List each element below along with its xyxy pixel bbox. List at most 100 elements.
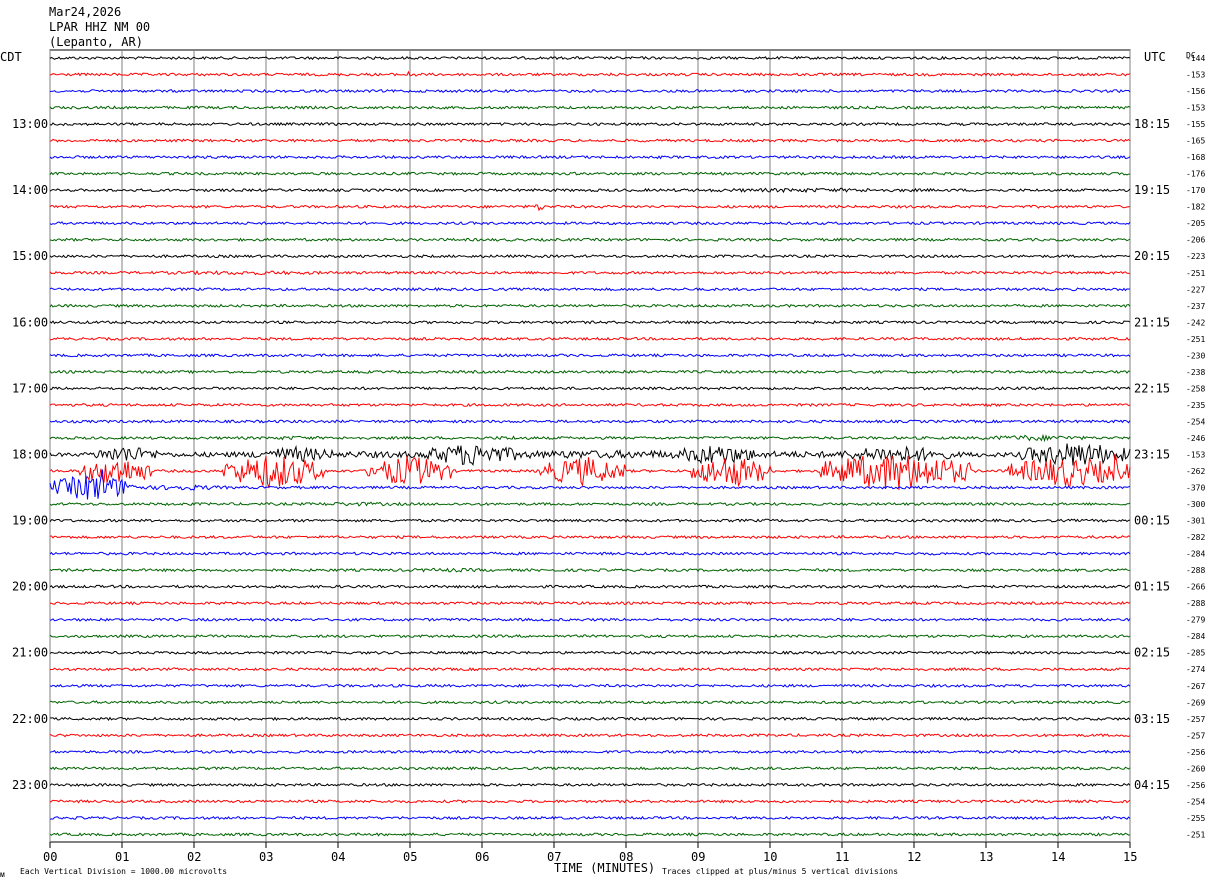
trace-row-31 — [49, 567, 1131, 573]
x-tick-label-09: 09 — [691, 850, 705, 864]
trace-row-30 — [49, 551, 1131, 556]
dc-offset-header: DC — [1186, 51, 1196, 60]
x-tick-label-12: 12 — [907, 850, 921, 864]
trace-row-13 — [49, 269, 1131, 276]
x-tick-label-08: 08 — [619, 850, 633, 864]
dc-offset-row-37: -274 — [1186, 665, 1205, 674]
x-tick-label-03: 03 — [259, 850, 273, 864]
dc-offset-row-44: -256 — [1186, 781, 1205, 790]
left-hour-label-7: 20:00 — [12, 580, 48, 594]
right-hour-label-4: 22:15 — [1134, 381, 1170, 395]
dc-offset-row-40: -257 — [1186, 715, 1205, 724]
dc-offset-row-33: -288 — [1186, 599, 1205, 608]
left-hour-label-0: 13:00 — [12, 117, 48, 131]
trace-row-25 — [49, 453, 1131, 490]
dc-offset-row-24: -153 — [1186, 450, 1205, 459]
right-hour-label-1: 19:15 — [1134, 183, 1170, 197]
dc-offset-row-19: -238 — [1186, 368, 1205, 377]
right-hour-label-9: 03:15 — [1134, 712, 1170, 726]
trace-row-29 — [49, 534, 1131, 540]
dc-offset-row-16: -242 — [1186, 318, 1205, 327]
x-tick-label-05: 05 — [403, 850, 417, 864]
right-hour-labels: 18:15 19:15 20:15 21:15 22:15 23:15 00:15 01:15… — [1134, 117, 1170, 792]
x-tick-label-04: 04 — [331, 850, 345, 864]
trace-row-9 — [49, 204, 1131, 212]
trace-row-35 — [49, 634, 1131, 639]
trace-row-24 — [49, 443, 1131, 466]
dc-offset-row-23: -246 — [1186, 434, 1205, 443]
trace-row-36 — [49, 650, 1131, 655]
dc-offset-row-12: -223 — [1186, 252, 1205, 261]
dc-offset-row-5: -165 — [1186, 137, 1205, 146]
dc-offset-row-36: -285 — [1186, 649, 1205, 658]
left-hour-label-1: 14:00 — [12, 183, 48, 197]
x-tick-label-02: 02 — [187, 850, 201, 864]
dc-offset-row-38: -267 — [1186, 682, 1205, 691]
trace-row-45 — [49, 799, 1131, 804]
right-hour-label-2: 20:15 — [1134, 249, 1170, 263]
trace-row-17 — [49, 336, 1131, 342]
trace-row-4 — [49, 121, 1131, 127]
trace-row-20 — [49, 386, 1131, 391]
trace-row-43 — [49, 766, 1131, 771]
left-hour-labels: 13:00 14:00 15:00 16:00 17:00 18:00 19:00 20:00… — [12, 117, 48, 792]
dc-offset-row-25: -262 — [1186, 467, 1205, 476]
trace-row-22 — [49, 419, 1131, 424]
dc-offset-row-42: -256 — [1186, 748, 1205, 757]
trace-row-19 — [49, 369, 1131, 375]
dc-offset-row-31: -288 — [1186, 566, 1205, 575]
trace-row-5 — [49, 138, 1131, 143]
trace-row-10 — [49, 220, 1131, 226]
trace-row-34 — [49, 617, 1131, 622]
x-axis-ticks: 00 01 02 03 04 05 06 07 08 09 10 11 12 13 14 15 — [43, 842, 1137, 864]
x-tick-label-11: 11 — [835, 850, 849, 864]
trace-row-46 — [49, 815, 1131, 821]
left-hour-label-9: 22:00 — [12, 712, 48, 726]
minute-gridlines — [49, 50, 1131, 842]
dc-offset-row-26: -370 — [1186, 484, 1205, 493]
dc-offset-row-3: -153 — [1186, 104, 1205, 113]
left-timezone-label: CDT — [0, 50, 22, 64]
dc-offset-row-34: -279 — [1186, 616, 1205, 625]
dc-offset-row-6: -168 — [1186, 153, 1205, 162]
x-tick-label-07: 07 — [547, 850, 561, 864]
trace-row-27 — [49, 501, 1131, 507]
header-station: LPAR HHZ NM 00 — [49, 20, 150, 34]
dc-offset-row-28: -301 — [1186, 517, 1205, 526]
vertical-division-note: Each Vertical Division = 1000.00 microvo… — [20, 867, 227, 876]
trace-row-2 — [49, 88, 1131, 94]
dc-offset-row-29: -282 — [1186, 533, 1205, 542]
trace-row-6 — [49, 154, 1131, 160]
trace-row-0 — [49, 55, 1131, 61]
dc-offset-row-22: -254 — [1186, 417, 1205, 426]
dc-offset-row-35: -284 — [1186, 632, 1205, 641]
footer-mark: ᴍ — [0, 870, 5, 879]
trace-row-16 — [49, 320, 1131, 325]
left-hour-label-4: 17:00 — [12, 381, 48, 395]
trace-row-44 — [49, 782, 1131, 788]
trace-row-47 — [49, 832, 1131, 837]
x-axis-label: TIME (MINUTES) — [554, 861, 655, 875]
dc-offset-row-43: -260 — [1186, 764, 1205, 773]
trace-row-3 — [49, 105, 1131, 110]
header-location: (Lepanto, AR) — [49, 35, 143, 49]
dc-offset-row-7: -176 — [1186, 170, 1205, 179]
clip-note: Traces clipped at plus/minus 5 vertical … — [662, 867, 898, 876]
right-hour-label-8: 02:15 — [1134, 646, 1170, 660]
x-tick-label-10: 10 — [763, 850, 777, 864]
seismic-traces — [49, 55, 1131, 837]
left-hour-label-2: 15:00 — [12, 249, 48, 263]
left-hour-label-5: 18:00 — [12, 447, 48, 461]
x-tick-label-01: 01 — [115, 850, 129, 864]
dc-offset-row-47: -251 — [1186, 830, 1205, 839]
trace-row-39 — [50, 700, 1131, 705]
dc-offset-row-0: -144 — [1186, 54, 1205, 63]
plot-frame — [49, 49, 1131, 843]
dc-offset-row-18: -230 — [1186, 351, 1205, 360]
x-tick-label-14: 14 — [1051, 850, 1065, 864]
trace-row-33 — [50, 600, 1131, 606]
dc-offset-row-14: -227 — [1186, 285, 1205, 294]
trace-row-21 — [49, 402, 1131, 408]
header-date: Mar24,2026 — [49, 5, 121, 19]
